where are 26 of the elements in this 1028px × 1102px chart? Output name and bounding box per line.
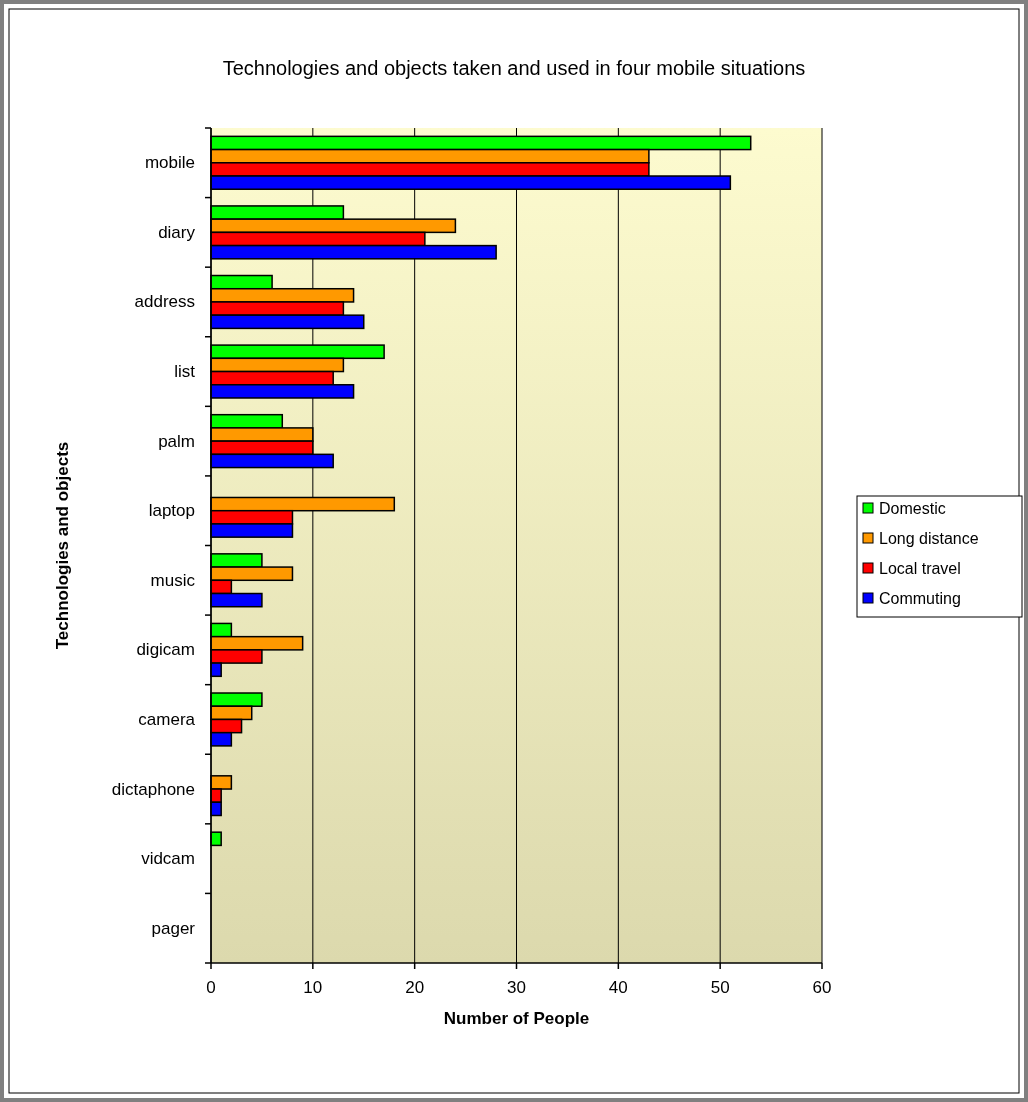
x-tick-label: 20 xyxy=(405,978,425,997)
y-tick-label: list xyxy=(174,362,196,382)
x-tick-label: 50 xyxy=(710,978,730,997)
y-tick-label: mobile xyxy=(144,153,195,173)
y-tick-label: palm xyxy=(158,431,195,451)
y-tick-label: vidcam xyxy=(141,849,195,869)
chart-title: Technologies and objects taken and used in four mobile situations xyxy=(222,57,806,79)
legend-label: Domestic xyxy=(879,499,946,517)
y-tick-label: camera xyxy=(138,709,196,729)
x-axis-title: Number of People xyxy=(443,1009,590,1028)
y-tick-label: laptop xyxy=(148,501,195,521)
y-axis-title: Technologies and objects xyxy=(53,441,72,650)
x-tick-label: 0 xyxy=(206,978,216,997)
x-tick-label: 40 xyxy=(608,978,628,997)
legend-label: Local travel xyxy=(879,559,961,577)
y-tick-label: music xyxy=(150,570,196,590)
legend-label: Long distance xyxy=(879,529,979,547)
legend-label: Commuting xyxy=(879,589,961,607)
y-tick-label: address xyxy=(134,292,195,312)
x-tick-label: 10 xyxy=(303,978,323,997)
y-tick-label: digicam xyxy=(136,640,195,660)
x-tick-label: 30 xyxy=(507,978,526,997)
y-tick-label: pager xyxy=(151,918,196,938)
y-tick-label: dictaphone xyxy=(111,779,195,799)
y-tick-label: diary xyxy=(158,222,196,242)
x-tick-label: 60 xyxy=(812,978,832,997)
